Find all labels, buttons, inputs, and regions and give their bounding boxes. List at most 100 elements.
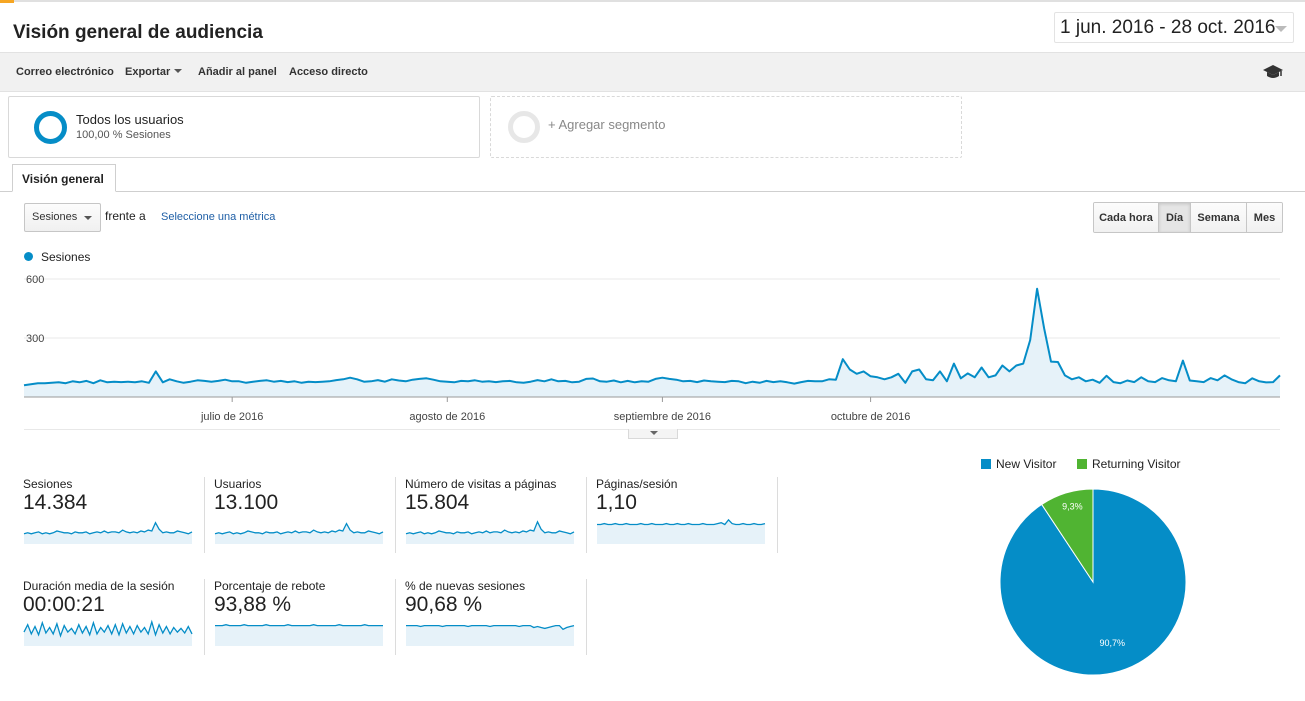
sessions-line <box>23 287 1281 387</box>
y-tick-label: 600 <box>26 274 44 286</box>
sparkline-area <box>597 519 765 544</box>
x-tick-label: septiembre de 2016 <box>614 411 711 423</box>
stat-divider <box>395 477 396 553</box>
period-week-button[interactable]: Semana <box>1191 203 1247 232</box>
versus-label: frente a <box>105 209 146 223</box>
stat-label: Páginas/sesión <box>596 477 678 491</box>
y-tick-label: 300 <box>26 333 44 345</box>
stat-value: 90,68 % <box>405 593 483 616</box>
sparkline-area <box>406 625 574 646</box>
period-hourly-button[interactable]: Cada hora <box>1094 203 1159 232</box>
shortcut-button[interactable]: Acceso directo <box>289 66 368 78</box>
sparkline-line <box>597 518 766 526</box>
top-border <box>0 0 1305 2</box>
x-tick-label: octubre de 2016 <box>831 411 911 423</box>
stat-sparkline <box>597 518 766 544</box>
sparkline-area <box>215 523 383 544</box>
collapse-chart-toggle[interactable] <box>628 429 678 439</box>
chevron-down-icon <box>84 216 92 220</box>
date-range-label: 1 jun. 2016 - 28 oct. 2016 <box>1060 17 1276 38</box>
select-metric-link[interactable]: Seleccione una métrica <box>161 211 276 223</box>
stat-sparkline <box>215 624 383 646</box>
pie-slice-label: 9,3% <box>1062 501 1083 511</box>
chevron-down-icon <box>1275 26 1287 32</box>
stat-value: 15.804 <box>405 491 470 514</box>
chevron-down-icon <box>650 431 658 435</box>
pie-slice-label: 90,7% <box>1100 638 1126 648</box>
export-button[interactable]: Exportar <box>125 66 183 78</box>
stat-label: Porcentaje de rebote <box>214 579 326 593</box>
stat-divider <box>204 579 205 655</box>
stat-sparkline <box>23 521 193 544</box>
stat-value: 1,10 <box>596 491 637 514</box>
stat-label: Sesiones <box>23 477 73 491</box>
sessions-area <box>24 288 1280 397</box>
stat-divider <box>777 477 778 553</box>
add-to-dashboard-button[interactable]: Añadir al panel <box>198 66 277 78</box>
add-segment-button[interactable]: + Agregar segmento <box>490 96 962 158</box>
metric-select[interactable]: Sesiones <box>24 203 101 232</box>
metric-select-value: Sesiones <box>32 211 78 223</box>
x-tick-label: julio de 2016 <box>200 411 263 423</box>
stat-divider <box>586 579 587 655</box>
stat-sparkline <box>405 520 575 544</box>
stat-card[interactable]: % de nuevas sesiones 90,68 % <box>405 579 585 655</box>
stat-card[interactable]: Usuarios 13.100 <box>214 477 394 553</box>
period-month-button[interactable]: Mes <box>1247 203 1282 232</box>
returning-visitor-swatch <box>1077 459 1087 469</box>
tab-bar-line <box>0 191 1305 192</box>
stat-label: Duración media de la sesión <box>23 579 175 593</box>
report-toolbar: Correo electrónico Exportar Añadir al pa… <box>0 52 1305 92</box>
stat-card[interactable]: Número de visitas a páginas 15.804 <box>405 477 585 553</box>
stat-value: 14.384 <box>23 491 88 514</box>
series-legend-label: Sesiones <box>41 250 91 264</box>
segment-name: Todos los usuarios <box>76 112 184 127</box>
stat-divider <box>204 477 205 553</box>
sparkline-line <box>214 522 384 535</box>
sparkline-line <box>405 520 575 535</box>
stat-label: Número de visitas a páginas <box>405 477 557 491</box>
email-button[interactable]: Correo electrónico <box>16 66 114 78</box>
stat-value: 00:00:21 <box>23 593 105 616</box>
sparkline-line <box>406 624 575 631</box>
stat-card[interactable]: Sesiones 14.384 <box>23 477 203 553</box>
stat-label: % de nuevas sesiones <box>405 579 526 593</box>
stat-value: 13.100 <box>214 491 279 514</box>
period-day-button[interactable]: Día <box>1159 203 1191 232</box>
stat-sparkline <box>406 624 575 646</box>
tab-overview[interactable]: Visión general <box>12 164 116 192</box>
sparkline-line <box>23 521 193 535</box>
pie-legend-returning-label: Returning Visitor <box>1092 457 1181 471</box>
stat-divider <box>395 579 396 655</box>
pie-legend-new: New Visitor <box>981 457 1056 471</box>
stat-card[interactable]: Duración media de la sesión 00:00:21 <box>23 579 203 655</box>
stat-divider <box>586 477 587 553</box>
x-tick-label: agosto de 2016 <box>409 411 485 423</box>
export-label: Exportar <box>125 66 171 78</box>
pie-legend-new-label: New Visitor <box>996 457 1057 471</box>
sparkline-area <box>215 624 383 646</box>
add-segment-label: + Agregar segmento <box>548 117 666 132</box>
pie-slice-returning-visitor[interactable] <box>1041 488 1094 584</box>
period-toggle: Cada hora Día Semana Mes <box>1093 202 1283 233</box>
page-title: Visión general de audiencia <box>13 22 263 43</box>
sparkline-line <box>23 619 193 638</box>
chevron-down-icon <box>174 69 183 73</box>
stat-sparkline <box>23 619 193 646</box>
stat-sparkline <box>214 522 384 544</box>
stat-value: 93,88 % <box>214 593 292 616</box>
visitor-type-pie-chart: 90,7% 9,3% <box>999 488 1187 676</box>
graduation-cap-icon[interactable] <box>1262 63 1284 81</box>
stat-card[interactable]: Páginas/sesión 1,10 <box>596 477 776 553</box>
series-legend-dot <box>24 252 33 261</box>
empty-segment-ring-icon <box>508 111 540 143</box>
pie-legend-returning: Returning Visitor <box>1077 457 1181 471</box>
date-range-picker[interactable]: 1 jun. 2016 - 28 oct. 2016 <box>1054 12 1294 43</box>
top-accent <box>0 0 14 3</box>
sparkline-line <box>215 624 383 627</box>
segment-detail: 100,00 % Sesiones <box>76 129 171 141</box>
stat-card[interactable]: Porcentaje de rebote 93,88 % <box>214 579 394 655</box>
segment-ring-icon <box>34 111 67 144</box>
segment-all-users[interactable]: Todos los usuarios 100,00 % Sesiones <box>8 96 480 158</box>
sessions-line-chart: 600 300 julio de 2016 agosto de 2016 septiem… <box>23 274 1281 430</box>
